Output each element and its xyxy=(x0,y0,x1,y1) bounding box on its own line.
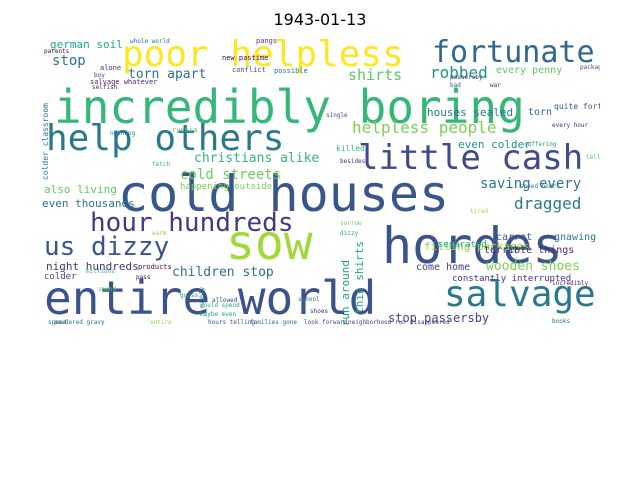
word: boy xyxy=(94,72,105,79)
word: incredibly xyxy=(552,280,589,287)
word: also living xyxy=(44,183,117,196)
word: come home xyxy=(416,262,471,273)
word: hour hundreds xyxy=(90,208,294,238)
word: carrot xyxy=(496,232,533,243)
word: besides xyxy=(340,158,366,165)
word: look forward xyxy=(304,319,348,326)
word: telling xyxy=(586,154,600,161)
word: dragged xyxy=(514,194,582,213)
word: us dizzy xyxy=(44,232,170,262)
word: sorrow xyxy=(340,220,362,227)
word: suffering xyxy=(524,141,557,148)
word: torn apart xyxy=(128,67,207,82)
word: selfish xyxy=(92,84,118,91)
word: fortunate xyxy=(432,35,595,70)
word: whole world xyxy=(130,38,170,45)
word: speed xyxy=(48,319,67,326)
word: warm xyxy=(152,230,167,237)
word: stop xyxy=(52,53,86,69)
word: even thousands xyxy=(42,197,135,210)
word: new pastime xyxy=(222,54,269,62)
word: families gone xyxy=(250,319,297,326)
word: single xyxy=(326,112,348,119)
word: pangs xyxy=(256,37,278,45)
word: allowed xyxy=(212,297,238,304)
word: spend xyxy=(98,286,117,293)
word: tired xyxy=(470,208,489,215)
word: millions xyxy=(86,268,115,275)
word: pass xyxy=(136,274,151,281)
word: bad xyxy=(450,82,461,89)
word: night hundreds xyxy=(46,260,139,273)
word: passersby xyxy=(450,74,483,81)
word: houses sealed xyxy=(427,106,514,119)
chart-title: 1943-01-13 xyxy=(273,10,367,29)
word: war xyxy=(490,82,501,89)
word: thin shirts xyxy=(353,241,366,314)
word: salvage xyxy=(444,274,596,315)
word: children stop xyxy=(172,265,274,280)
word: shirts xyxy=(348,66,403,84)
word: help others xyxy=(46,118,285,159)
word: packages xyxy=(580,64,600,71)
word: sow xyxy=(226,215,313,271)
word: christians alike xyxy=(194,151,320,166)
word: cold houses xyxy=(118,165,450,223)
word: powdered gravy xyxy=(54,319,105,326)
word: saving every xyxy=(480,176,582,192)
word: books xyxy=(552,318,571,325)
word: robbed xyxy=(430,63,488,82)
word: torn xyxy=(528,107,553,118)
word: hours telling xyxy=(208,319,255,326)
word: salvage whatever xyxy=(90,78,158,86)
word: run around xyxy=(339,260,352,327)
word: killed xyxy=(336,144,365,153)
word: speed hours xyxy=(520,183,560,190)
word: stop passersby xyxy=(388,311,490,325)
word: gnawing xyxy=(554,232,597,243)
word: guess xyxy=(180,292,199,299)
word: incredibly boring xyxy=(54,80,525,134)
word: helpless people xyxy=(352,118,497,137)
word: terrible things xyxy=(484,245,575,256)
word: quite fortunate xyxy=(554,102,600,111)
word: conflict xyxy=(232,66,266,74)
word: separated xyxy=(438,240,487,250)
word: every hour xyxy=(552,122,589,129)
word: every penny xyxy=(496,65,563,76)
word: alone xyxy=(100,64,122,72)
word: colder classroom xyxy=(41,103,50,181)
word-cloud: entire world cold houses incredibly bori… xyxy=(40,35,600,331)
word: shoes xyxy=(310,308,329,315)
word: happening outside xyxy=(180,182,273,192)
word: cold streets xyxy=(180,167,282,183)
word: disappeared xyxy=(410,319,450,326)
word: parents xyxy=(44,48,70,55)
word: dizzy xyxy=(340,230,359,237)
word: filling packages xyxy=(424,240,530,253)
word: poor helpless xyxy=(122,35,404,75)
word: neighborhood run xyxy=(348,319,406,326)
word: school xyxy=(298,296,320,303)
word: little cash xyxy=(358,138,584,178)
word: german soil xyxy=(50,38,123,51)
word: nothing xyxy=(110,130,136,137)
word: numbly xyxy=(199,287,206,309)
word: products xyxy=(138,263,172,271)
word: fetch xyxy=(152,161,171,168)
word: russia xyxy=(172,126,198,134)
word: entire world xyxy=(44,271,377,325)
word: colder xyxy=(44,272,77,282)
word: maybe even xyxy=(200,311,237,318)
word: constantly interrupted xyxy=(452,274,572,284)
word: possible xyxy=(274,67,308,75)
word: wooden shoes xyxy=(486,259,580,274)
word: could spend xyxy=(200,302,240,309)
word: hordes xyxy=(382,217,563,275)
word: entire xyxy=(150,319,172,326)
word: even colder xyxy=(458,138,531,151)
